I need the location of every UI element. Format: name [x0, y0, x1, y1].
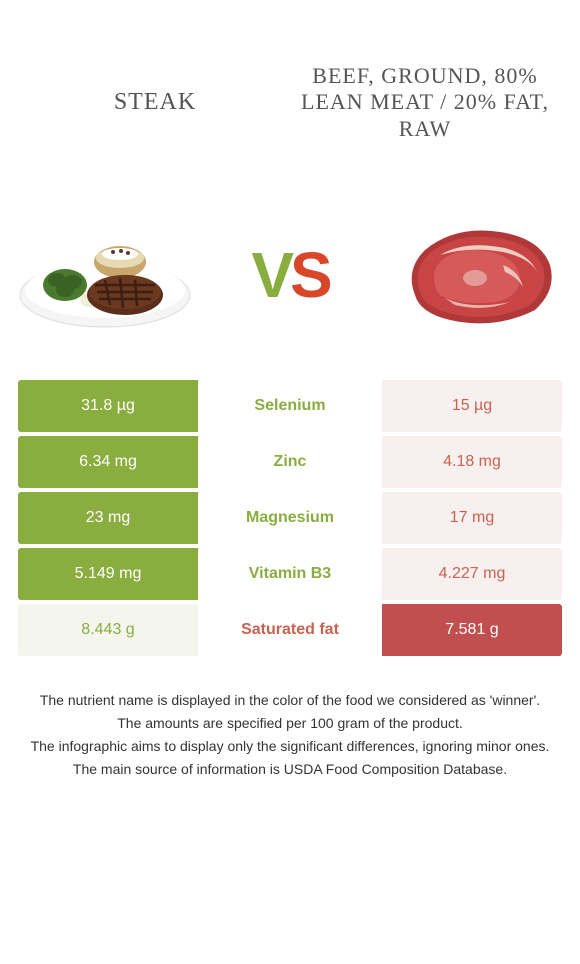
nutrient-left-value: 31.8 µg [18, 380, 198, 432]
nutrient-right-value: 15 µg [382, 380, 562, 432]
images-row: VS [0, 200, 580, 380]
footer-line: The amounts are specified per 100 gram o… [20, 713, 560, 734]
table-row: 5.149 mgVitamin B34.227 mg [18, 548, 562, 600]
table-row: 8.443 gSaturated fat7.581 g [18, 604, 562, 656]
nutrient-right-value: 4.18 mg [382, 436, 562, 488]
nutrient-right-value: 17 mg [382, 492, 562, 544]
footer-notes: The nutrient name is displayed in the co… [0, 660, 580, 780]
table-row: 31.8 µgSelenium15 µg [18, 380, 562, 432]
infographic-container: STEAK BEEF, GROUND, 80% LEAN MEAT / 20% … [0, 0, 580, 780]
footer-line: The main source of information is USDA F… [20, 759, 560, 780]
nutrient-left-value: 23 mg [18, 492, 198, 544]
nutrient-name: Zinc [198, 436, 382, 488]
steak-plate-icon [15, 205, 195, 345]
nutrient-right-value: 4.227 mg [382, 548, 562, 600]
nutrient-right-value: 7.581 g [382, 604, 562, 656]
vs-label: VS [251, 238, 328, 312]
footer-line: The nutrient name is displayed in the co… [20, 690, 560, 711]
titles-row: STEAK BEEF, GROUND, 80% LEAN MEAT / 20% … [0, 0, 580, 200]
nutrient-left-value: 5.149 mg [18, 548, 198, 600]
nutrient-name: Selenium [198, 380, 382, 432]
nutrient-name: Magnesium [198, 492, 382, 544]
nutrient-table: 31.8 µgSelenium15 µg6.34 mgZinc4.18 mg23… [0, 380, 580, 656]
nutrient-name: Saturated fat [198, 604, 382, 656]
nutrient-left-value: 6.34 mg [18, 436, 198, 488]
footer-line: The infographic aims to display only the… [20, 736, 560, 757]
nutrient-left-value: 8.443 g [18, 604, 198, 656]
right-food-title: BEEF, GROUND, 80% LEAN MEAT / 20% FAT, R… [290, 63, 560, 142]
nutrient-name: Vitamin B3 [198, 548, 382, 600]
vs-v-letter: V [251, 239, 290, 311]
table-row: 23 mgMagnesium17 mg [18, 492, 562, 544]
vs-s-letter: S [290, 239, 329, 311]
left-food-title: STEAK [20, 89, 290, 116]
raw-beef-icon [385, 205, 565, 345]
table-row: 6.34 mgZinc4.18 mg [18, 436, 562, 488]
